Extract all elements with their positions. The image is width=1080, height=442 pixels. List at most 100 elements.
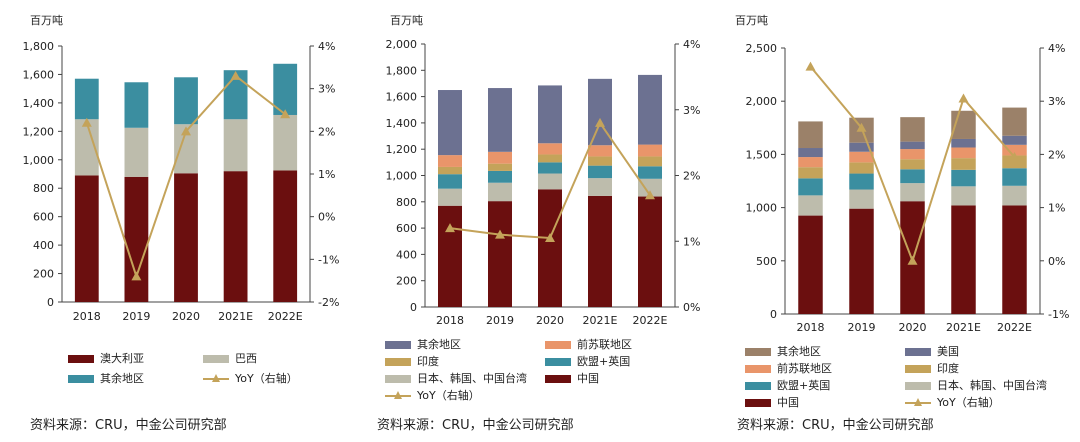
bar-segment (1002, 144, 1027, 156)
y2-tick-label: 3% (683, 104, 700, 117)
bar-segment (951, 169, 976, 187)
bar-segment (124, 82, 149, 128)
bar-segment (638, 156, 662, 167)
bar-segment (849, 151, 874, 163)
legend-item: 前苏联地区 (545, 338, 632, 352)
bar-segment (798, 148, 823, 158)
bar-segment (273, 63, 298, 115)
y-tick-label: 1,800 (23, 40, 55, 53)
bar-segment (538, 154, 562, 163)
bar-segment (488, 163, 512, 171)
legend-item: 巴西 (203, 352, 257, 366)
legend-label: 欧盟+英国 (777, 379, 831, 392)
bar-segment (223, 171, 248, 302)
legend-item: 其余地区 (385, 338, 461, 352)
bar-segment (638, 144, 662, 157)
bar-segment (900, 149, 925, 160)
y2-tick-label: 3% (318, 83, 335, 96)
bar-segment (273, 170, 298, 302)
y-tick-label: 600 (33, 211, 54, 224)
legend-item: 中国 (545, 372, 599, 386)
legend-item: YoY（右轴） (385, 389, 480, 403)
source-note: 资料来源：CRU，中金公司研究部 (737, 418, 934, 433)
unit-label: 百万吨 (735, 14, 768, 27)
source-note: 资料来源：CRU，中金公司研究部 (30, 418, 227, 433)
y2-tick-label: -1% (1048, 308, 1069, 321)
x-tick-label: 2022E (268, 310, 303, 323)
x-tick-label: 2021E (583, 314, 618, 327)
legend-item: 其余地区 (68, 372, 144, 386)
bar-segment (798, 195, 823, 216)
bar-segment (900, 169, 925, 184)
y-tick-label: 2,000 (386, 38, 418, 51)
y2-tick-label: 1% (1048, 202, 1065, 215)
x-tick-label: 2021E (218, 310, 253, 323)
legend-swatch (745, 382, 771, 390)
bar-segment (438, 155, 462, 167)
bar-segment (849, 173, 874, 190)
y2-tick-label: 1% (318, 168, 335, 181)
y-tick-label: 1,600 (23, 68, 55, 81)
x-tick-label: 2020 (536, 314, 564, 327)
unit-label: 百万吨 (30, 14, 63, 27)
legend-item: 日本、韩国、中国台湾 (385, 372, 527, 386)
chart-1-svg: 0 200 400 600 800 1,000 1,200 1,400 1,600 1,800 -2… (23, 40, 340, 323)
unit-label: 百万吨 (390, 14, 423, 27)
y-tick-label: 1,000 (23, 154, 55, 167)
yoy-marker (131, 271, 142, 281)
bar-segment (488, 201, 512, 307)
bar-segment (900, 117, 925, 142)
bar-segment (849, 142, 874, 152)
legend-swatch (545, 341, 571, 349)
x-tick-label: 2018 (797, 321, 825, 334)
bar-segment (588, 195, 612, 307)
legend-label: 印度 (937, 362, 959, 375)
legend-swatch (68, 355, 94, 363)
legend-label: 巴西 (235, 352, 257, 365)
bar-segment (438, 166, 462, 175)
y2-tick-label: 4% (1048, 42, 1065, 55)
bar-segment (849, 162, 874, 174)
bar-segment (951, 147, 976, 159)
legend-label: 中国 (777, 396, 799, 409)
yoy-marker (280, 109, 291, 119)
bar-segment (488, 170, 512, 183)
bar-segment (588, 156, 612, 166)
y-tick-label: 800 (33, 182, 54, 195)
bar-segment (538, 173, 562, 190)
y-tick-label: 0 (47, 296, 54, 309)
legend-swatch (68, 375, 94, 383)
bar-segment (900, 159, 925, 170)
y2-tick-label: 4% (683, 38, 700, 51)
legend-swatch (545, 375, 571, 383)
y-tick-label: 1,500 (746, 148, 778, 161)
legend-item: 美国 (905, 345, 959, 359)
x-tick-label: 2018 (436, 314, 464, 327)
bar-segment (1002, 185, 1027, 206)
bar-segment (798, 121, 823, 149)
bar-segment (638, 74, 662, 145)
bar-segment (74, 175, 99, 302)
bar-segment (849, 208, 874, 314)
y-tick-label: 200 (33, 268, 54, 281)
yoy-marker (181, 126, 191, 136)
bar-segment (124, 127, 149, 177)
bar-segment (798, 157, 823, 168)
yoy-marker (907, 255, 918, 265)
legend-label: 澳大利亚 (100, 352, 144, 365)
yoy-marker (1009, 152, 1020, 162)
bar-segment (74, 119, 99, 176)
y-tick-label: 2,000 (746, 95, 778, 108)
bar-segment (438, 188, 462, 206)
legend-label: 其余地区 (777, 345, 821, 358)
legend-label: 其余地区 (417, 338, 461, 351)
y2-tick-label: 4% (318, 40, 335, 53)
legend-item: 欧盟+英国 (745, 379, 830, 393)
legend-swatch (905, 382, 931, 390)
legend-label: 中国 (577, 372, 599, 385)
bar-segment (1002, 107, 1027, 136)
legend-label: 日本、韩国、中国台湾 (937, 379, 1047, 392)
bar-segment (900, 141, 925, 150)
x-tick-label: 2022E (633, 314, 668, 327)
bar-segment (538, 162, 562, 174)
